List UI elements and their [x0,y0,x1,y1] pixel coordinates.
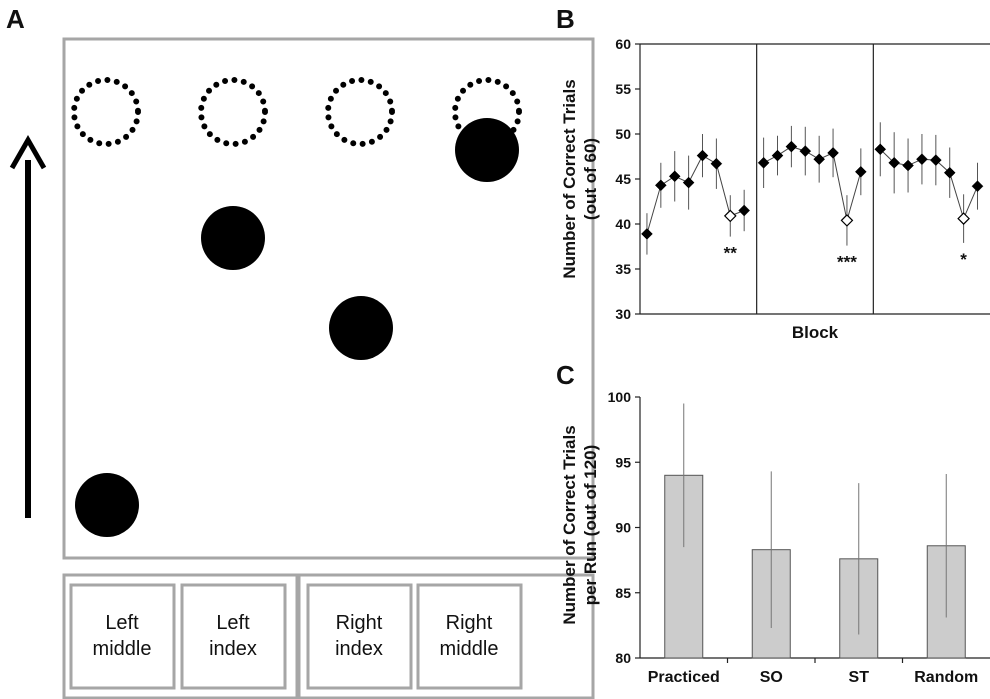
stimulus-display [62,37,595,560]
moving-circle [75,473,139,537]
key-label: middle [93,638,152,660]
data-point [943,166,956,179]
key-right-index [306,583,413,690]
probe-point [840,214,854,227]
data-point [682,176,695,189]
data-point [827,147,839,159]
moving-circle [455,118,519,182]
data-point [888,156,901,169]
y-axis-label-line2: (out of 60) [581,138,600,220]
probe-point [723,209,737,223]
y-tick-label: 55 [615,81,631,97]
panel-c-label: C [556,360,575,390]
y-axis-label-line2: per Run (out of 120) [581,445,600,606]
key-label: index [335,638,383,660]
response-keys: Left middle Left index Right index Right… [62,573,595,699]
panel-b-label: B [556,4,575,34]
y-tick-label: 95 [615,454,631,470]
category-label: Practiced [648,669,720,686]
key-label: Right [336,612,383,634]
left-hand-keys [62,573,299,699]
moving-circle [201,206,265,270]
key-left-middle [69,583,176,690]
key-left-index [180,583,287,690]
y-tick-label: 35 [615,261,631,277]
target-circles [71,77,522,147]
block-performance-chart: Number of Correct Trials (out of 60) Blo… [560,36,990,342]
condition-bar-chart: Number of Correct Trials per Run (out of… [560,389,990,686]
key-label: Left [216,612,250,634]
data-point [785,140,798,153]
significance-label: *** [837,253,857,272]
moving-circles [75,118,519,537]
data-point [757,156,770,169]
y-tick-label: 100 [608,389,632,405]
category-label: ST [849,669,870,686]
data-point [929,154,942,166]
key-label: Left [105,612,139,634]
data-point [654,179,667,192]
data-point [799,145,812,157]
y-tick-label: 80 [615,650,631,666]
target-circle [71,77,141,147]
y-tick-label: 30 [615,306,631,322]
y-axis-label-line1: Number of Correct Trials [560,79,579,278]
data-point [813,153,826,166]
moving-circle [329,296,393,360]
y-tick-label: 50 [615,126,631,142]
arrow-up-icon [9,134,47,518]
data-point [641,228,653,240]
y-axis-label-line1: Number of Correct Trials [560,425,579,624]
data-point [874,143,887,156]
key-right-middle [416,583,523,690]
significance-label: ** [724,244,738,263]
data-point [916,153,928,166]
data-point [902,159,914,172]
series-line [646,154,745,235]
significance-label: * [960,250,967,269]
panel-a-label: A [6,4,25,34]
y-tick-label: 40 [615,216,631,232]
y-tick-label: 45 [615,171,631,187]
data-point [854,165,867,178]
y-tick-label: 85 [615,585,631,601]
key-label: index [209,638,257,660]
key-label: middle [440,638,499,660]
data-point [668,170,681,183]
data-point [710,157,723,170]
y-tick-label: 60 [615,36,631,52]
category-label: Random [914,669,978,686]
category-label: SO [760,669,783,686]
target-circle [198,77,268,147]
y-tick-label: 90 [615,520,631,536]
right-hand-keys [297,573,595,699]
data-point [696,149,709,162]
probe-point [957,212,970,225]
target-circle [325,77,395,147]
x-axis-label: Block [792,323,839,342]
data-point [771,149,784,162]
data-point [738,204,751,217]
key-label: Right [446,612,493,634]
data-point [971,180,984,193]
